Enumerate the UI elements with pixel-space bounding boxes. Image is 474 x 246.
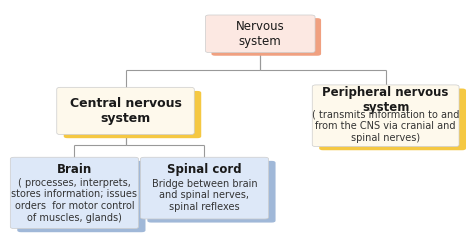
FancyBboxPatch shape <box>10 157 138 229</box>
Text: ( transmits information to and
from the CNS via cranial and
spinal nerves): ( transmits information to and from the … <box>312 110 459 143</box>
FancyBboxPatch shape <box>57 87 194 135</box>
FancyBboxPatch shape <box>17 161 146 232</box>
FancyBboxPatch shape <box>319 89 466 150</box>
Text: ( processes, interprets,
stores information; issues
orders  for motor control
of: ( processes, interprets, stores informat… <box>11 178 137 223</box>
FancyBboxPatch shape <box>205 15 315 53</box>
FancyBboxPatch shape <box>147 161 275 223</box>
FancyBboxPatch shape <box>211 18 321 56</box>
FancyBboxPatch shape <box>312 85 459 147</box>
FancyBboxPatch shape <box>64 91 201 138</box>
Text: Peripheral nervous
system: Peripheral nervous system <box>322 86 449 114</box>
FancyBboxPatch shape <box>140 157 269 219</box>
Text: Central nervous
system: Central nervous system <box>70 97 182 125</box>
Text: Bridge between brain
and spinal nerves,
spinal reflexes: Bridge between brain and spinal nerves, … <box>152 179 257 212</box>
Text: Nervous
system: Nervous system <box>236 20 284 48</box>
Text: Brain: Brain <box>57 163 92 176</box>
Text: Spinal cord: Spinal cord <box>167 163 242 176</box>
